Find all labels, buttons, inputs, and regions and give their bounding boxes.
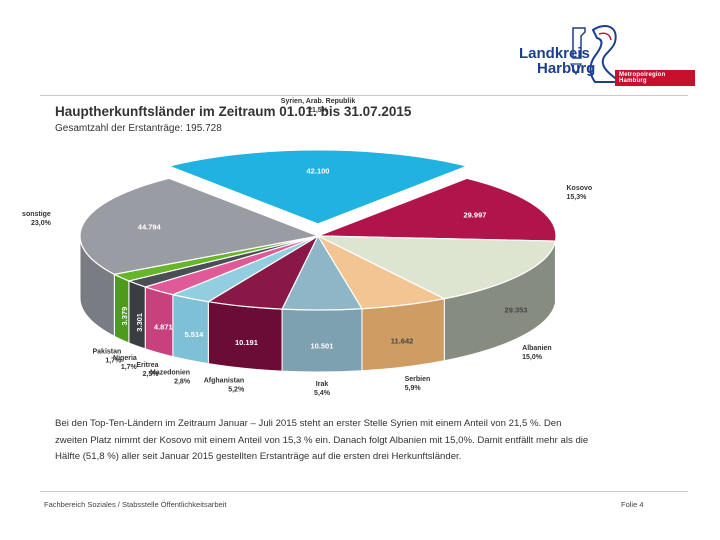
category-percent-sonstige: 23,0% [31, 220, 52, 227]
category-name-irak: Irak [316, 381, 329, 388]
value-label-nigeria: 3.301 [135, 313, 144, 332]
footer-divider [40, 491, 688, 492]
pie-side-walls [79, 235, 557, 373]
category-name-kosovo: Kosovo [566, 185, 592, 192]
footer-slide-number: Folie 4 [621, 500, 644, 509]
slice-sonstige [79, 177, 321, 275]
value-label-mazedonien: 5.514 [185, 330, 205, 339]
category-percent-nigeria: 1,7% [121, 364, 138, 371]
category-percent-albanien: 15,0% [522, 354, 543, 361]
logo-line-harburg: Harburg [537, 60, 596, 77]
value-label-albanien: 29.353 [505, 305, 528, 314]
lion-emblem-icon [570, 25, 622, 83]
category-percent-pakistan: 1,7% [105, 358, 122, 365]
landkreis-harburg-logo: Landkreis Harburg Metropolregion Hamburg [515, 18, 695, 88]
category-name-mazedonien: Mazedonien [150, 369, 190, 376]
value-label-serbien: 11.642 [391, 336, 414, 345]
category-name-albanien: Albanien [522, 345, 552, 352]
logo-line-landkreis: Landkreis [519, 45, 590, 62]
slice-side-irak [281, 308, 363, 373]
slice-syrien-arab-republik [167, 149, 469, 225]
category-name-syrien-arab-republik: Syrien, Arab. Republik [281, 98, 356, 105]
header-divider [40, 95, 688, 96]
slice-side-afghanistan [207, 301, 283, 372]
value-label-pakistan: 3.379 [120, 307, 129, 326]
pie-chart: 42.100 29.997 29.353 11.642 10.501 10.191 5.51… [22, 98, 592, 397]
category-name-eritrea: Eritrea [136, 362, 158, 369]
category-name-pakistan: Pakistan [93, 349, 122, 356]
category-labels: Syrien, Arab. Republik 21,5% Kosovo 15,3% Al… [22, 98, 592, 397]
chart-subtitle: Gesamtzahl der Erstanträge: 195.728 [55, 123, 222, 134]
slice-kosovo [317, 177, 557, 242]
category-percent-eritrea: 2,5% [143, 371, 160, 378]
metropolregion-badge: Metropolregion Hamburg [615, 70, 695, 86]
value-label-syrien-arab-republik: 42.100 [307, 167, 330, 176]
pie-tops [79, 149, 557, 311]
value-labels: 42.100 29.997 29.353 11.642 10.501 10.191 5.51… [120, 167, 527, 351]
chart-title: Hauptherkunftsländer im Zeitraum 01.01. … [55, 104, 412, 119]
value-label-sonstige: 44.794 [138, 223, 162, 232]
value-label-irak: 10.501 [310, 341, 333, 350]
footer-department: Fachbereich Soziales / Stabsstelle Öffen… [44, 500, 227, 509]
category-percent-irak: 5,4% [314, 390, 331, 397]
category-percent-mazedonien: 2,8% [174, 378, 191, 385]
category-name-sonstige: sonstige [22, 211, 51, 218]
category-percent-syrien-arab-republik: 21,5% [308, 107, 329, 114]
value-label-kosovo: 29.997 [463, 211, 486, 220]
category-percent-kosovo: 15,3% [566, 194, 587, 201]
category-name-serbien: Serbien [405, 376, 431, 383]
value-label-afghanistan: 10.191 [235, 338, 258, 347]
category-percent-serbien: 5,9% [405, 385, 422, 392]
slice-side-serbien [361, 298, 445, 372]
category-percent-afghanistan: 5,2% [228, 386, 245, 393]
category-name-nigeria: Nigeria [113, 355, 137, 362]
slice-albanien [317, 235, 557, 300]
value-label-eritrea: 4.871 [154, 322, 173, 331]
category-name-afghanistan: Afghanistan [204, 377, 244, 384]
summary-paragraph: Bei den Top-Ten-Ländern im Zeitraum Janu… [55, 418, 589, 463]
